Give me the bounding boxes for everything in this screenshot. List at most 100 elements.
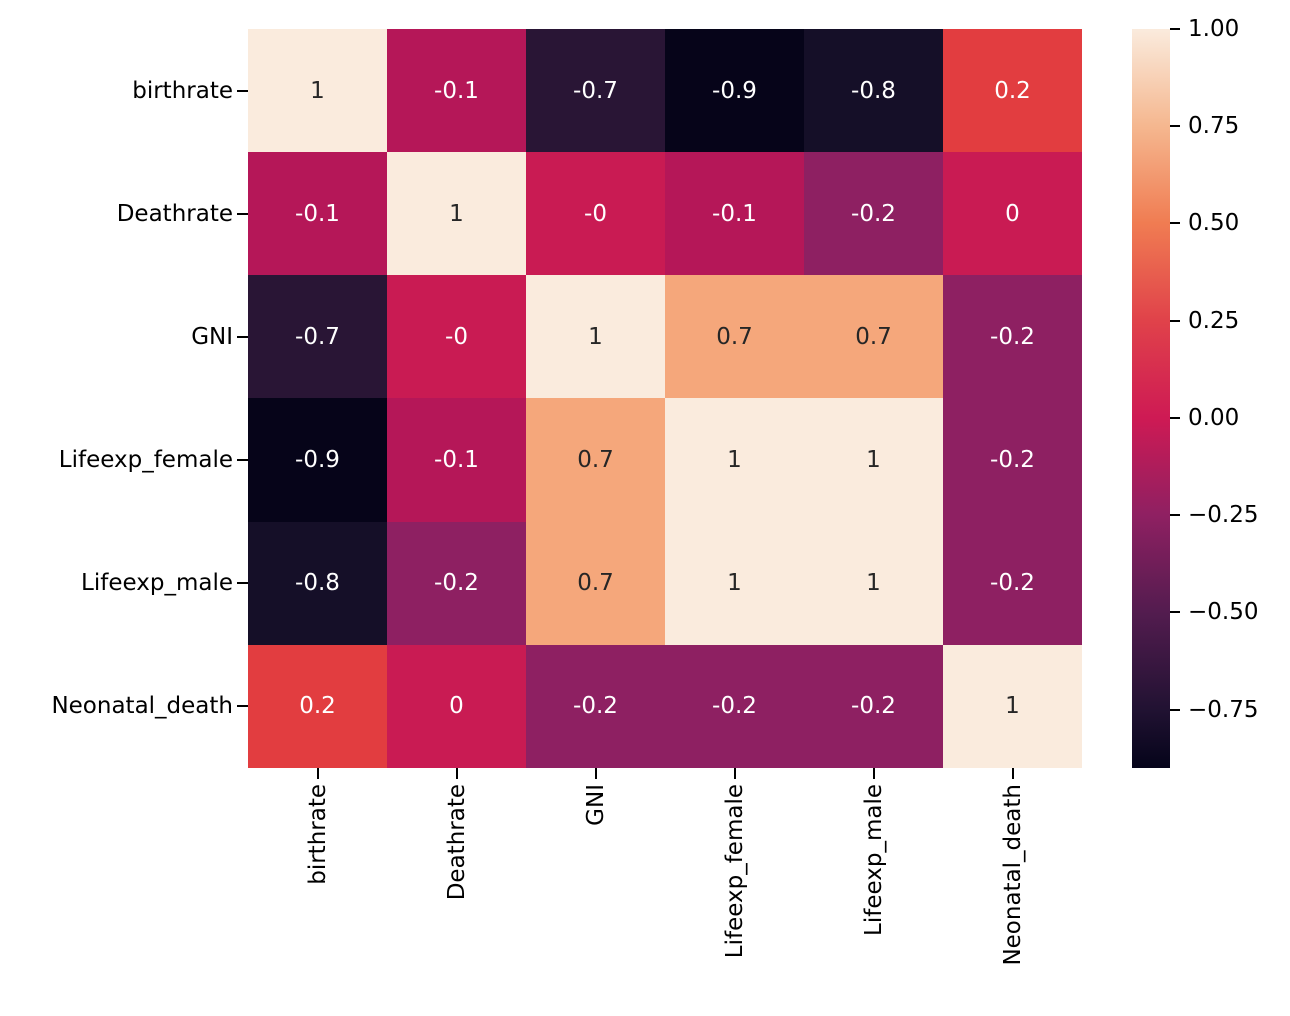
x-tick-label: Lifeexp_female: [721, 784, 748, 959]
heatmap-cell-value: -0.7: [295, 323, 340, 350]
heatmap-cell-value: -0.2: [990, 570, 1035, 597]
heatmap-cell: -0.2: [943, 521, 1082, 645]
heatmap-cell-value: -0.9: [712, 77, 757, 104]
heatmap-cell-value: 1: [449, 200, 464, 227]
heatmap-cell-value: -0.1: [295, 200, 340, 227]
heatmap-cell: -0.9: [248, 398, 387, 522]
heatmap-cell: -0.1: [387, 29, 526, 153]
heatmap-cell-value: 1: [1005, 693, 1020, 720]
heatmap-cell-value: -0.1: [434, 447, 479, 474]
y-tick-label: Neonatal_death: [51, 693, 233, 720]
x-tick-label: Lifeexp_male: [860, 784, 887, 936]
x-tick-label: Deathrate: [443, 784, 470, 901]
heatmap-cell: 0: [943, 152, 1082, 276]
heatmap-cell-value: -0: [445, 323, 468, 350]
heatmap-cell-value: -0.2: [851, 693, 896, 720]
colorbar-tick: [1170, 611, 1180, 614]
heatmap-cell-value: 0.7: [716, 323, 753, 350]
heatmap-cell: -0.1: [248, 152, 387, 276]
heatmap-cell-value: 1: [866, 447, 881, 474]
y-tick: [237, 459, 248, 462]
colorbar-tick: [1170, 514, 1180, 517]
x-tick-label: GNI: [582, 784, 609, 826]
heatmap-cell: -0: [526, 152, 665, 276]
x-tick: [594, 768, 597, 779]
heatmap-cell-value: -0.9: [295, 447, 340, 474]
heatmap-cell: -0.8: [248, 521, 387, 645]
x-tick: [733, 768, 736, 779]
x-tick: [1011, 768, 1014, 779]
heatmap-cell-value: 0.2: [299, 693, 336, 720]
colorbar-tick-label: −0.75: [1188, 696, 1259, 723]
heatmap-cell-value: -0.2: [990, 447, 1035, 474]
y-tick: [237, 212, 248, 215]
heatmap-cell: -0.2: [526, 644, 665, 768]
heatmap-cell-value: -0.1: [712, 200, 757, 227]
heatmap-cell-value: -0.1: [434, 77, 479, 104]
heatmap-cell: 1: [387, 152, 526, 276]
colorbar-tick: [1170, 222, 1180, 225]
heatmap-cell-value: -0.2: [573, 693, 618, 720]
heatmap-cell-value: 0.7: [577, 570, 614, 597]
heatmap-cell: 0.7: [665, 275, 804, 399]
colorbar-tick: [1170, 708, 1180, 711]
heatmap-cell: 1: [943, 644, 1082, 768]
heatmap-cell-value: -0.2: [851, 200, 896, 227]
heatmap-cell: -0.9: [665, 29, 804, 153]
heatmap-cell-value: -0.2: [712, 693, 757, 720]
y-tick-label: Lifeexp_female: [58, 447, 233, 474]
y-tick: [237, 582, 248, 585]
x-tick: [316, 768, 319, 779]
colorbar-tick-label: −0.25: [1188, 502, 1259, 529]
heatmap-cell: 0.7: [526, 398, 665, 522]
heatmap-cell-value: -0.8: [851, 77, 896, 104]
heatmap-cell-value: 0: [449, 693, 464, 720]
heatmap-cell: -0.2: [943, 398, 1082, 522]
heatmap-cell: -0.2: [943, 275, 1082, 399]
colorbar-tick-label: −0.50: [1188, 599, 1259, 626]
heatmap-cell: -0.1: [665, 152, 804, 276]
heatmap-cell-value: 1: [727, 570, 742, 597]
heatmap-cell: -0.8: [804, 29, 943, 153]
heatmap-cell: -0.2: [387, 521, 526, 645]
heatmap-cell-value: 0.2: [994, 77, 1031, 104]
heatmap-cell-value: -0.7: [573, 77, 618, 104]
colorbar-tick-label: 1.00: [1188, 16, 1240, 42]
x-tick: [872, 768, 875, 779]
heatmap-cell: 1: [665, 398, 804, 522]
heatmap-cell-value: 0.7: [855, 323, 892, 350]
colorbar-tick-label: 0.25: [1188, 307, 1240, 334]
heatmap-cell-value: 0: [1005, 200, 1020, 227]
x-tick-label: Neonatal_death: [999, 784, 1026, 966]
heatmap-cell-value: 1: [310, 77, 325, 104]
y-tick-label: Lifeexp_male: [81, 570, 233, 597]
colorbar-gradient: [1132, 29, 1170, 768]
heatmap-cell: -0.7: [248, 275, 387, 399]
heatmap-cell: -0.2: [804, 152, 943, 276]
y-tick: [237, 705, 248, 708]
heatmap-grid: 1 -0.1 -0.7 -0.9 -0.8 0.2 -0.1 1 -0 -0.1 -0.2 0 -0.7…: [248, 29, 1082, 768]
x-tick: [455, 768, 458, 779]
heatmap-cell: 1: [248, 29, 387, 153]
colorbar-tick: [1170, 28, 1180, 30]
heatmap-cell-value: -0.2: [990, 323, 1035, 350]
heatmap-cell: -0.7: [526, 29, 665, 153]
heatmap-cell: -0: [387, 275, 526, 399]
colorbar-tick-label: 0.75: [1188, 113, 1240, 140]
heatmap-cell-value: 1: [727, 447, 742, 474]
x-tick-label: birthrate: [304, 784, 331, 885]
colorbar-tick: [1170, 416, 1180, 419]
heatmap-cell: -0.2: [804, 644, 943, 768]
heatmap-cell: -0.2: [665, 644, 804, 768]
heatmap-cell: 0.2: [943, 29, 1082, 153]
colorbar-tick-label: 0.00: [1188, 404, 1240, 431]
y-tick: [237, 335, 248, 338]
y-tick: [237, 89, 248, 92]
heatmap-cell-value: -0: [584, 200, 607, 227]
colorbar-tick-label: 0.50: [1188, 210, 1240, 237]
heatmap-cell: 1: [804, 521, 943, 645]
y-tick-label: birthrate: [132, 77, 233, 104]
heatmap-cell: 1: [526, 275, 665, 399]
heatmap-cell-value: -0.2: [434, 570, 479, 597]
